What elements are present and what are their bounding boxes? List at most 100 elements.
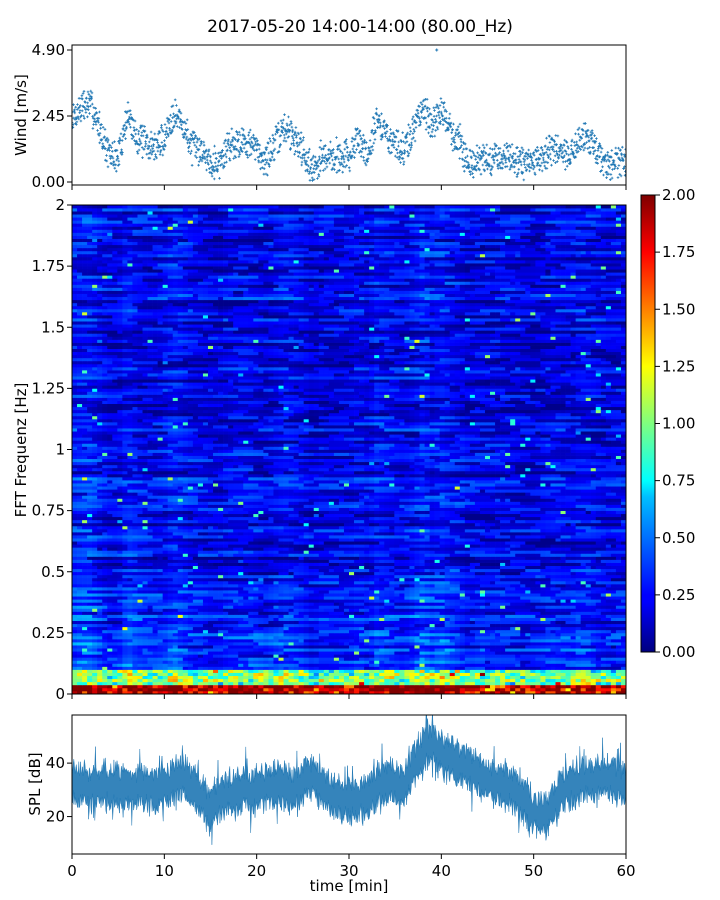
wind-point: [250, 136, 254, 139]
spectrogram-cell: [500, 666, 506, 670]
wind-point: [327, 148, 331, 151]
wind-point: [207, 148, 211, 152]
spectrogram-cell: [177, 672, 184, 677]
spectrogram-cell: [258, 605, 264, 609]
spectrogram-cell: [298, 681, 305, 686]
spectrogram-cell: [248, 684, 254, 689]
spectrogram-cell: [293, 651, 299, 655]
spectrogram-cell: [359, 642, 365, 646]
wind-point: [144, 145, 147, 148]
spectrogram-cell: [525, 654, 531, 658]
wind-point: [252, 144, 256, 147]
spectrogram-cell: [404, 684, 410, 689]
wind-point: [180, 128, 184, 131]
spectrogram-cell: [369, 666, 375, 670]
wind-point: [343, 165, 347, 169]
spectrogram-cell: [414, 635, 420, 640]
spectrogram-cell: [107, 617, 113, 621]
spectrogram-cell: [525, 608, 531, 612]
spectrogram-cell: [560, 632, 566, 637]
wind-point: [198, 137, 201, 141]
spectrogram-cell: [238, 642, 244, 646]
spectrogram-cell: [213, 678, 219, 683]
wind-point: [151, 147, 154, 150]
spectrogram-cell: [167, 648, 174, 652]
spectrogram-cell: [157, 651, 164, 655]
spectrogram-cell: [338, 611, 345, 615]
wind-point: [156, 141, 159, 144]
spectrogram-cell: [127, 638, 133, 643]
wind-point: [548, 152, 552, 156]
spectrogram-cell: [525, 678, 531, 683]
spectrogram-cell: [268, 620, 274, 625]
spectrogram-cell: [520, 666, 526, 670]
wind-point: [285, 132, 288, 136]
spectrogram-cell: [605, 608, 612, 612]
spectrogram-cell: [258, 666, 264, 670]
spectrogram-cell: [207, 611, 214, 615]
spectrogram-cell: [187, 620, 194, 625]
spectrogram-cell: [172, 623, 179, 628]
spectrogram-cell: [419, 687, 425, 692]
spectrogram-cell: [182, 611, 189, 615]
spectrogram-cell: [384, 645, 390, 649]
spectrogram-cell: [510, 657, 516, 661]
spectrogram-cell: [213, 642, 219, 646]
wind-point: [318, 157, 321, 161]
spectrogram-cell: [580, 629, 587, 634]
spectrogram-cell: [369, 611, 375, 615]
spectrogram-cell: [288, 678, 294, 683]
spectrogram-cell: [500, 635, 506, 640]
spectrogram-cell: [615, 648, 622, 652]
wind-point: [234, 138, 237, 141]
spectrogram-cell: [369, 614, 375, 618]
spectrogram-cell: [535, 632, 541, 637]
spectrogram-cell: [444, 666, 451, 670]
spectrogram-cell: [595, 608, 602, 612]
spectrogram-cell: [137, 617, 143, 621]
spectrogram-cell: [167, 620, 174, 625]
wind-point: [177, 108, 181, 112]
spectrogram-cell: [82, 608, 88, 612]
spectrogram-cell: [77, 626, 83, 631]
spectrogram-cell: [490, 669, 496, 673]
spectrogram-cell: [192, 611, 199, 615]
spectrogram-cell: [328, 605, 335, 609]
wind-point: [115, 149, 119, 152]
spectrogram-cell: [122, 660, 128, 664]
spectrogram-cell: [167, 654, 174, 658]
spectrogram-cell: [399, 614, 405, 618]
spectrogram-cell: [444, 611, 451, 615]
spectrogram-cell: [253, 663, 259, 667]
spectrogram-cell: [328, 626, 335, 631]
wind-point: [106, 165, 110, 169]
wind-point: [318, 146, 322, 149]
spectrogram-cell: [218, 672, 224, 677]
spectrogram-cell: [318, 684, 325, 689]
spectrogram-cell: [474, 684, 481, 689]
spectrogram-cell: [550, 681, 556, 686]
spectrogram-cell: [303, 617, 310, 621]
spectrogram-cell: [555, 669, 561, 673]
wind-point: [318, 155, 321, 159]
spectrogram-cell: [490, 654, 496, 658]
wind-point: [358, 151, 361, 154]
spectrogram-cell: [449, 657, 456, 661]
wind-point: [375, 107, 378, 111]
wind-point: [111, 156, 115, 160]
wind-point: [198, 144, 202, 147]
spectrogram-cell: [278, 651, 284, 655]
spectrogram-cell: [424, 681, 430, 686]
spectrogram-cell: [585, 651, 592, 655]
wind-point: [257, 143, 260, 146]
spectrogram-cell: [288, 672, 294, 677]
spectrogram-cell: [399, 681, 405, 686]
wind-point: [116, 157, 120, 160]
spectrogram-cell: [197, 684, 204, 689]
wind-point: [575, 140, 578, 144]
spectrogram-cell: [107, 635, 113, 640]
spectrogram-cell: [187, 651, 194, 655]
spectrogram-cell: [550, 654, 556, 658]
spectrogram-cell: [349, 608, 355, 612]
spectrogram-cell: [318, 623, 325, 628]
